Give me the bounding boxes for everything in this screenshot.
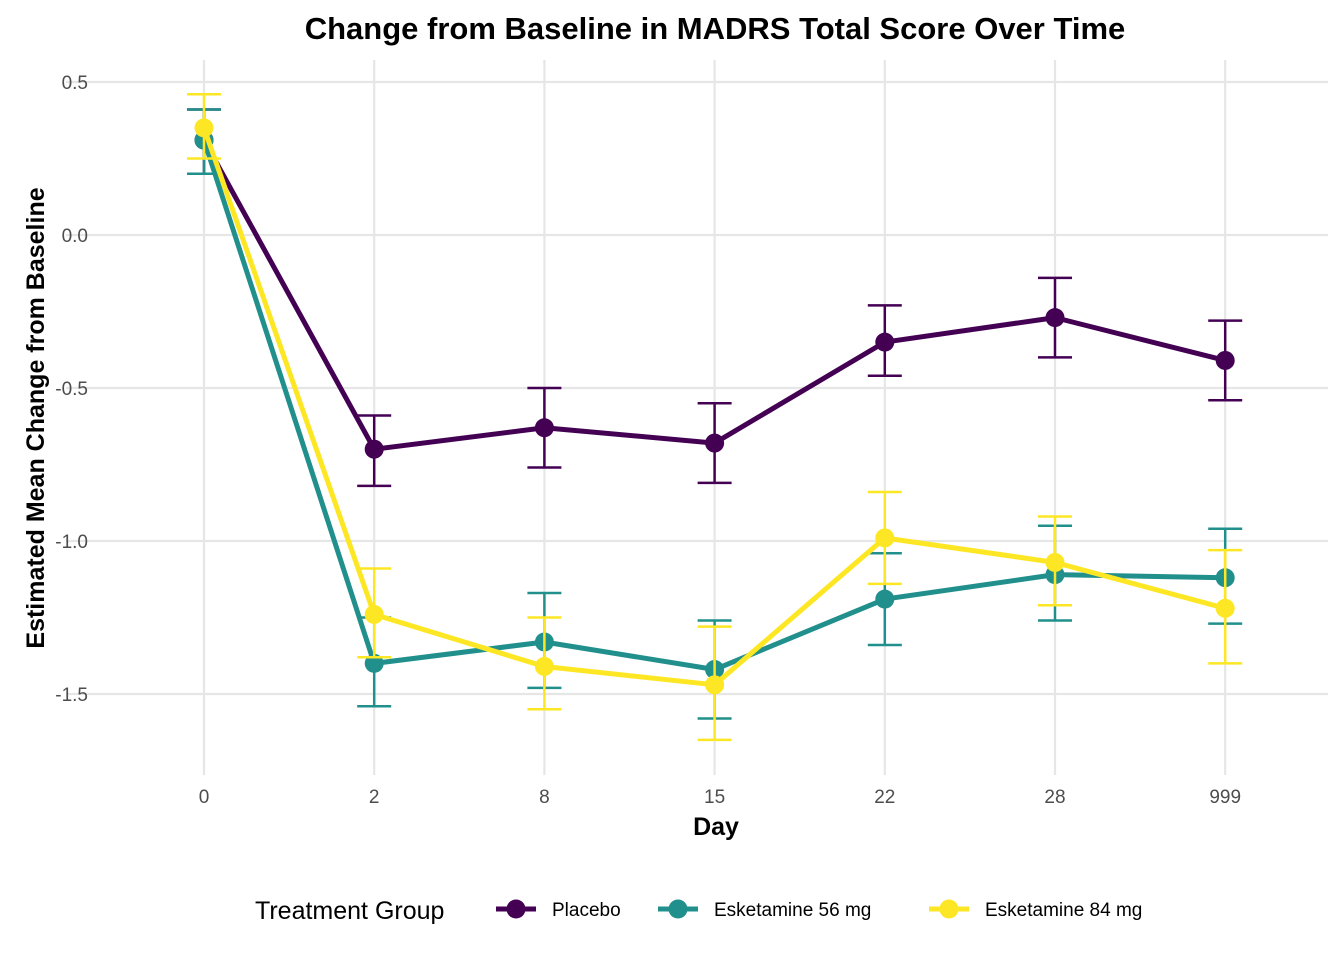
x-tick-label: 15 — [704, 787, 725, 808]
data-point — [534, 418, 554, 438]
series-layer — [187, 92, 1243, 742]
data-point — [1045, 308, 1065, 328]
x-tick-label: 8 — [539, 787, 550, 808]
legend-label: Placebo — [552, 900, 621, 921]
data-point — [705, 675, 725, 695]
x-tick-label: 22 — [874, 787, 895, 808]
data-point — [875, 589, 895, 609]
legend-item: Esketamine 56 mg — [658, 899, 871, 921]
y-tick-label: -1.5 — [55, 685, 88, 706]
legend: Treatment Group Placebo Esketamine 56 mg E… — [255, 897, 1142, 925]
data-point — [364, 653, 384, 673]
y-axis-title: Estimated Mean Change from Baseline — [22, 187, 50, 648]
legend-label: Esketamine 56 mg — [714, 900, 871, 921]
data-point — [1215, 350, 1235, 370]
x-tick-label: 999 — [1209, 787, 1241, 808]
legend-item: Placebo — [496, 899, 621, 921]
data-point — [364, 604, 384, 624]
data-point — [875, 332, 895, 352]
legend-item: Esketamine 84 mg — [929, 899, 1142, 921]
x-tick-label: 0 — [199, 787, 210, 808]
x-axis-ticks: 0 2 8 15 22 28 999 — [199, 787, 1241, 808]
y-tick-label: 0.0 — [62, 226, 88, 247]
legend-key-marker — [668, 899, 688, 919]
series-esketamine-84-mg — [187, 92, 1243, 742]
legend-label: Esketamine 84 mg — [985, 900, 1142, 921]
y-tick-label: 0.5 — [62, 73, 88, 94]
data-point — [705, 433, 725, 453]
legend-key-marker — [939, 899, 959, 919]
y-tick-label: -1.0 — [55, 532, 88, 553]
data-point — [364, 439, 384, 459]
y-tick-label: -0.5 — [55, 379, 88, 400]
x-tick-label: 2 — [369, 787, 380, 808]
data-point — [194, 118, 214, 138]
y-axis-ticks: -1.5 -1.0 -0.5 0.0 0.5 — [55, 73, 88, 706]
data-point — [1215, 598, 1235, 618]
x-tick-label: 28 — [1044, 787, 1065, 808]
legend-title: Treatment Group — [255, 897, 444, 925]
x-axis-title: Day — [693, 813, 739, 841]
data-point — [1045, 552, 1065, 572]
data-point — [875, 528, 895, 548]
data-point — [534, 656, 554, 676]
grid — [66, 60, 1328, 775]
chart-title: Change from Baseline in MADRS Total Scor… — [305, 11, 1126, 46]
legend-key-marker — [506, 899, 526, 919]
